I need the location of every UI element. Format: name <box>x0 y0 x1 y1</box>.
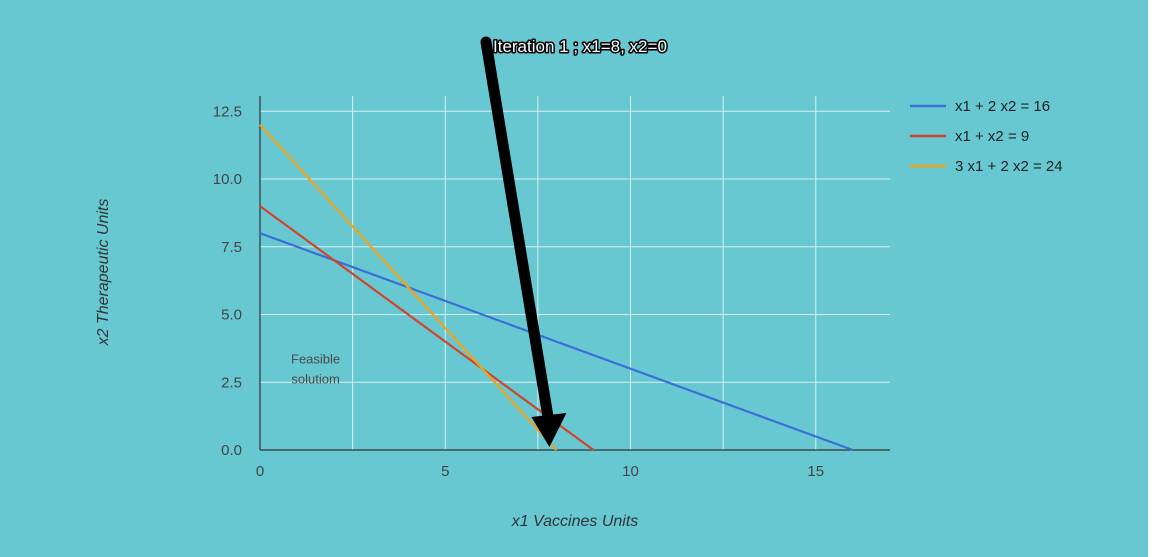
grid <box>260 96 890 450</box>
x-tick-label: 10 <box>622 463 639 480</box>
y-tick-label: 0.0 <box>221 442 242 459</box>
legend-label-1: x1 + 2 x2 = 16 <box>955 98 1050 115</box>
iteration-arrow <box>480 36 567 447</box>
series-line-1 <box>259 232 854 452</box>
legend: x1 + 2 x2 = 16 x1 + x2 = 9 3 x1 + 2 x2 = 2… <box>910 98 1063 175</box>
x-axis-title: x1 Vaccines Units <box>511 513 639 530</box>
y-tick-label: 5.0 <box>221 307 242 324</box>
x-tick-label: 0 <box>256 463 264 480</box>
y-tick-label: 12.5 <box>213 103 242 120</box>
series-line-2 <box>259 205 595 451</box>
tick-labels: 0 5 10 15 0.0 2.5 5.0 7.5 10.0 12.5 <box>213 103 824 480</box>
feasible-label-line1: Feasible <box>291 351 340 366</box>
arrow-shaft <box>480 36 555 431</box>
series-line-3 <box>259 124 558 451</box>
legend-label-2: x1 + x2 = 9 <box>955 128 1029 145</box>
y-axis-title: x2 Therapeutic Units <box>95 199 112 347</box>
series-lines <box>259 124 854 452</box>
x-tick-label: 5 <box>441 463 449 480</box>
x-tick-label: 15 <box>807 463 824 480</box>
y-tick-label: 10.0 <box>213 171 242 188</box>
y-tick-label: 7.5 <box>221 239 242 256</box>
arrow-head <box>531 413 567 447</box>
y-tick-label: 2.5 <box>221 374 242 391</box>
feasible-label-line2: solutiom <box>291 371 339 386</box>
iteration-callout: Iteration 1 ; x1=8, x2=0 <box>493 37 667 56</box>
legend-label-3: 3 x1 + 2 x2 = 24 <box>955 158 1063 175</box>
axes <box>259 96 890 451</box>
